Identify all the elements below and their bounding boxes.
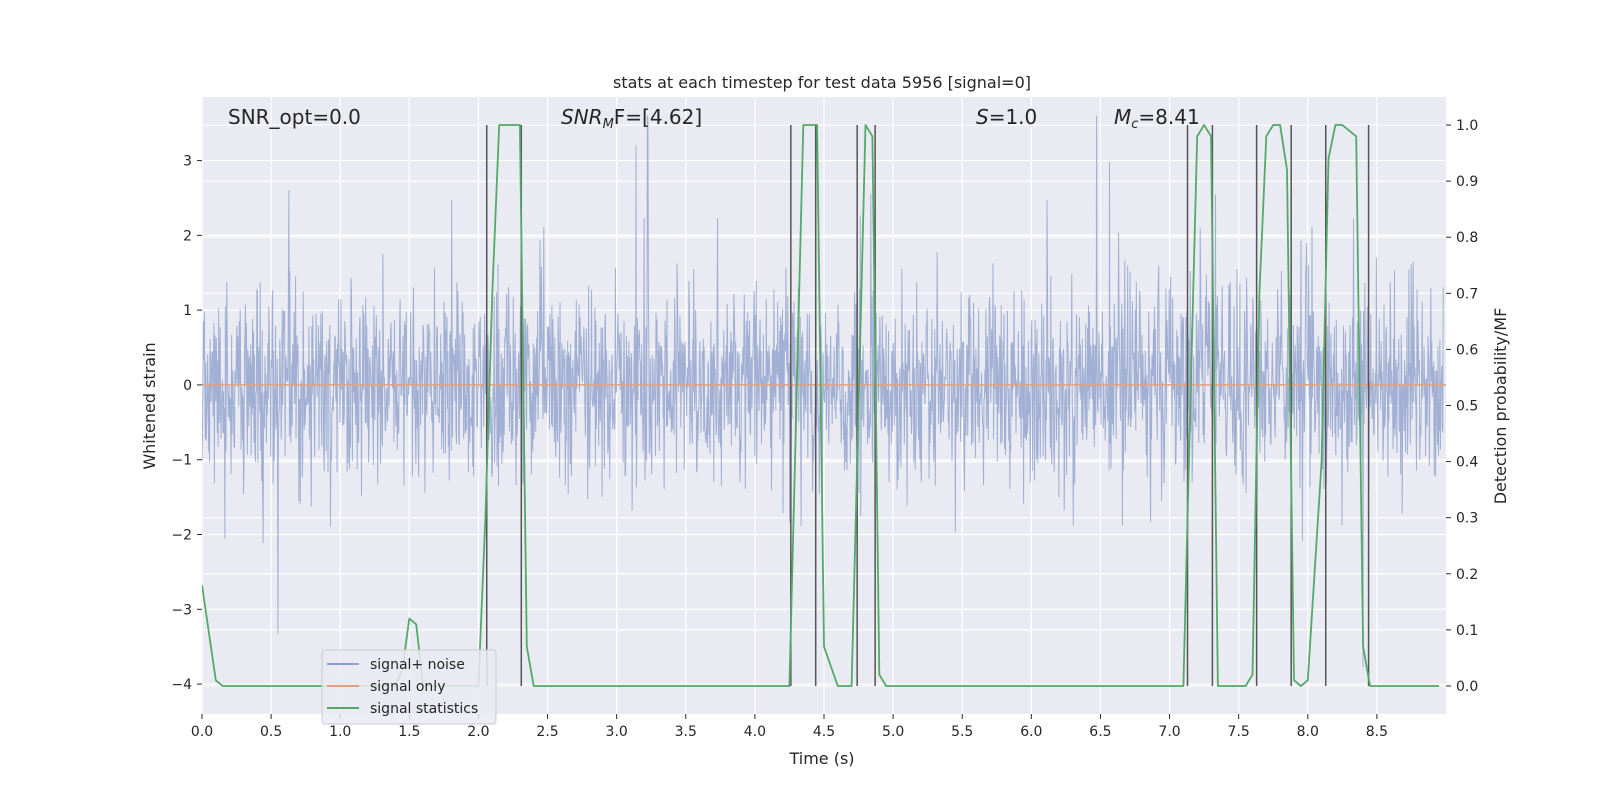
- x-tick-label: 5.0: [882, 724, 904, 740]
- annotation-mc: Mc=8.41: [1114, 105, 1200, 132]
- x-tick-label: 3.0: [606, 724, 628, 740]
- annotation-snr-opt: SNR_opt=0.0: [228, 105, 361, 129]
- x-axis-title: Time (s): [788, 749, 854, 768]
- legend-label-signal-statistics: signal statistics: [370, 701, 478, 717]
- x-tick-label: 7.0: [1158, 724, 1180, 740]
- x-tick-label: 0.5: [260, 724, 282, 740]
- y-right-tick-label: 0.9: [1456, 174, 1478, 190]
- x-tick-label: 1.5: [398, 724, 420, 740]
- y-tick-label: 1: [183, 303, 192, 319]
- y-right-tick-label: 0.8: [1456, 230, 1478, 246]
- y-right-axis-title: Detection probability/MF: [1491, 308, 1510, 505]
- legend-label-signal-only: signal only: [370, 679, 445, 695]
- legend-label-signal-noise: signal+ noise: [370, 657, 465, 673]
- legend: signal+ noise signal only signal statist…: [321, 649, 497, 725]
- y-tick-label: 0: [183, 378, 192, 394]
- y-right-tick-label: 0.1: [1456, 623, 1478, 639]
- noise-trace: [202, 115, 1444, 668]
- x-tick-label: 4.5: [813, 724, 835, 740]
- y-tick-label: 2: [183, 228, 192, 244]
- x-tick-label: 6.5: [1089, 724, 1111, 740]
- y-right-tick-label: 0.0: [1456, 679, 1478, 695]
- x-tick-label: 1.0: [329, 724, 351, 740]
- y-right-tick-label: 0.6: [1456, 342, 1478, 358]
- y-tick-label: −3: [171, 602, 192, 618]
- y-tick-label: −1: [171, 453, 192, 469]
- y-right-axis-ticks: 0.0 0.1 0.2 0.3 0.4 0.5 0.6 0.7 0.8 0.9 1.0: [1446, 118, 1478, 695]
- x-tick-label: 7.5: [1228, 724, 1250, 740]
- y-right-tick-label: 0.7: [1456, 286, 1478, 302]
- x-axis-ticks: 0.0 0.5 1.0 1.5 2.0 2.5 3.0 3.5 4.0 4.5 5.0 5.5 6.0 6…: [191, 714, 1388, 740]
- x-tick-label: 4.0: [744, 724, 766, 740]
- annotation-s-rest: =1.0: [989, 105, 1038, 129]
- x-tick-label: 3.5: [675, 724, 697, 740]
- x-tick-label: 2.5: [536, 724, 558, 740]
- annotation-snr-mf-sub: M: [603, 117, 614, 132]
- annotation-s: S=1.0: [976, 105, 1037, 129]
- y-right-tick-label: 0.2: [1456, 567, 1478, 583]
- annotation-mc-rest: =8.41: [1138, 105, 1199, 129]
- y-axis-ticks: −4 −3 −2 −1 0 1 2 3: [171, 154, 202, 693]
- annotation-snr-mf: SNRMF=[4.62]: [561, 105, 702, 132]
- y-tick-label: 3: [183, 154, 192, 170]
- annotation-mc-main: M: [1114, 105, 1131, 129]
- y-axis-title: Whitened strain: [140, 342, 159, 469]
- x-tick-label: 5.5: [951, 724, 973, 740]
- x-tick-label: 8.5: [1366, 724, 1388, 740]
- signal-statistics-line: [202, 124, 1440, 687]
- x-tick-label: 2.0: [467, 724, 489, 740]
- series-signal-noise: [202, 115, 1444, 668]
- y-right-tick-label: 0.4: [1456, 455, 1478, 471]
- y-right-tick-label: 0.3: [1456, 511, 1478, 527]
- annotation-mc-sub: c: [1131, 117, 1138, 132]
- y-right-tick-label: 0.5: [1456, 399, 1478, 415]
- x-tick-label: 6.0: [1020, 724, 1042, 740]
- y-tick-label: −4: [171, 677, 192, 693]
- annotation-s-italic: S: [976, 105, 989, 129]
- x-tick-label: 8.0: [1297, 724, 1319, 740]
- annotation-snr-mf-rest: F=[4.62]: [614, 105, 702, 129]
- series-signal-statistics: [202, 124, 1440, 687]
- annotation-snr-mf-main: SNR: [561, 105, 603, 129]
- legend-box: [321, 649, 497, 725]
- y-right-tick-label: 1.0: [1456, 118, 1478, 134]
- chart-title: stats at each timestep for test data 595…: [613, 73, 1031, 92]
- x-tick-label: 0.0: [191, 724, 213, 740]
- y-tick-label: −2: [171, 528, 192, 544]
